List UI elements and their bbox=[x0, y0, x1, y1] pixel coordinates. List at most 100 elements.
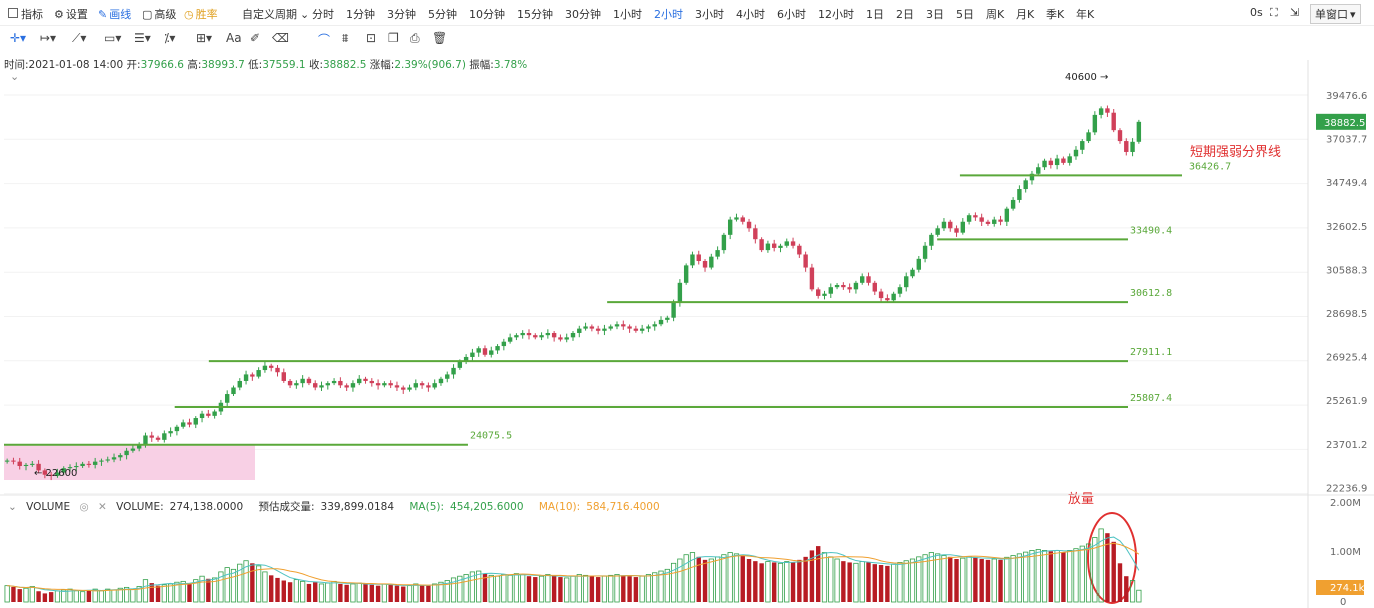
candle-body bbox=[319, 385, 324, 388]
high-marker: 40600 → bbox=[1065, 72, 1108, 83]
candle-body bbox=[551, 332, 557, 338]
collapse-chevron-icon[interactable]: ⌄ bbox=[10, 70, 20, 83]
fullscreen-icon[interactable]: ⛶ bbox=[1270, 6, 1278, 19]
volume-bar bbox=[269, 575, 274, 602]
trend-line-icon[interactable]: ⟋▾ bbox=[72, 31, 87, 45]
period-tab[interactable]: 1日 bbox=[866, 8, 884, 21]
period-tab[interactable]: 月K bbox=[1016, 8, 1035, 21]
text-icon[interactable]: Aa bbox=[226, 31, 242, 45]
advanced-button[interactable]: ▢ 高级 bbox=[142, 6, 176, 22]
period-tab[interactable]: 30分钟 bbox=[565, 8, 601, 21]
volume-bar bbox=[61, 589, 67, 603]
volume-bar bbox=[658, 570, 664, 603]
fibonacci-icon[interactable]: ⁒▾ bbox=[164, 31, 176, 45]
period-tab[interactable]: 3日 bbox=[926, 8, 944, 21]
open-value: 37966.6 bbox=[140, 59, 184, 71]
period-tab[interactable]: 2小时 bbox=[654, 8, 683, 21]
volume-bar bbox=[149, 583, 154, 602]
volume-bar bbox=[48, 592, 54, 602]
volume-bar bbox=[689, 552, 696, 603]
custom-period-button[interactable]: 自定义周期 ⌄ bbox=[242, 6, 309, 22]
level-label: 24075.5 bbox=[470, 431, 512, 442]
period-tab[interactable]: 1分钟 bbox=[346, 8, 375, 21]
settings-button[interactable]: ⚙ 设置 bbox=[54, 6, 88, 22]
candle-body bbox=[866, 276, 871, 283]
period-tab[interactable]: 12小时 bbox=[818, 8, 854, 21]
top-toolbar: 指标 ⚙ 设置 ✎ 画线 ▢ 高级 ◷ 胜率 自定义周期 ⌄ 0s ⛶ ⇲ 单窗口 ▾ 分时… bbox=[0, 0, 1374, 26]
volume-bar bbox=[1054, 550, 1060, 603]
candle-body bbox=[369, 380, 375, 384]
volume-bar bbox=[973, 557, 978, 602]
draw-button[interactable]: ✎ 画线 bbox=[98, 6, 131, 22]
period-tab[interactable]: 年K bbox=[1076, 8, 1095, 21]
measure-icon[interactable]: ⩩ bbox=[342, 31, 349, 45]
volume-bar bbox=[331, 580, 337, 603]
volume-bar bbox=[551, 575, 557, 602]
grid-icon[interactable]: ⊞▾ bbox=[196, 31, 213, 45]
parallel-lines-icon[interactable]: ☰▾ bbox=[134, 31, 151, 45]
lock-icon[interactable]: ⊡ bbox=[366, 31, 377, 45]
volume-bar bbox=[715, 556, 721, 603]
period-tab[interactable]: 3分钟 bbox=[387, 8, 416, 21]
volume-bar bbox=[293, 579, 299, 603]
price-tick-label: 26925.4 bbox=[1326, 353, 1367, 364]
rectangle-icon[interactable]: ▭▾ bbox=[104, 31, 122, 45]
period-tab[interactable]: 5分钟 bbox=[428, 8, 457, 21]
screenshot-icon[interactable]: ⎙ bbox=[410, 31, 420, 45]
period-tab[interactable]: 6小时 bbox=[777, 8, 806, 21]
period-tab[interactable]: 分时 bbox=[312, 8, 334, 21]
eraser-icon[interactable]: ⌫ bbox=[272, 31, 289, 45]
indicators-label: 指标 bbox=[21, 8, 43, 21]
horizontal-line-icon[interactable]: ↦▾ bbox=[40, 31, 57, 45]
magnet-icon[interactable]: ⌒ bbox=[318, 33, 331, 47]
volume-bar bbox=[948, 556, 953, 602]
volume-bar bbox=[1085, 543, 1092, 603]
window-mode-label: 单窗口 bbox=[1315, 8, 1348, 21]
indicators-button[interactable]: 指标 bbox=[8, 6, 43, 22]
volume-bar bbox=[533, 577, 538, 602]
candle-body bbox=[1061, 158, 1066, 163]
volume-bar bbox=[777, 562, 784, 603]
candle-body bbox=[300, 378, 305, 384]
candle-body bbox=[1080, 141, 1085, 150]
candle-body bbox=[803, 254, 808, 268]
ma5-value: 454,205.6000 bbox=[450, 501, 524, 513]
open-label: 开: bbox=[126, 59, 141, 71]
winrate-button[interactable]: ◷ 胜率 bbox=[184, 6, 218, 22]
chevron-down-icon[interactable]: ⌄ bbox=[8, 501, 17, 513]
candle-body bbox=[470, 352, 475, 357]
period-tab[interactable]: 5日 bbox=[956, 8, 974, 21]
volume-bar bbox=[256, 565, 262, 603]
candle-body bbox=[948, 221, 953, 229]
eye-icon[interactable]: ◎ bbox=[79, 501, 89, 513]
volume-bar bbox=[928, 552, 934, 603]
candle-body bbox=[463, 356, 469, 362]
close-icon[interactable]: ✕ bbox=[97, 501, 107, 513]
settings-label: 设置 bbox=[65, 8, 88, 21]
window-mode-select[interactable]: 单窗口 ▾ bbox=[1310, 4, 1361, 24]
period-tab[interactable]: 2日 bbox=[896, 8, 914, 21]
period-tab[interactable]: 周K bbox=[986, 8, 1005, 21]
candle-body bbox=[357, 378, 362, 384]
period-tab[interactable]: 15分钟 bbox=[517, 8, 553, 21]
volume-bar bbox=[526, 576, 532, 602]
volume-bar bbox=[275, 577, 280, 602]
volume-bar bbox=[1111, 541, 1116, 602]
period-tab[interactable]: 4小时 bbox=[736, 8, 765, 21]
period-tab[interactable]: 10分钟 bbox=[469, 8, 505, 21]
volume-bar bbox=[1041, 550, 1048, 603]
volume-bar bbox=[42, 593, 48, 602]
period-tab[interactable]: 3小时 bbox=[695, 8, 724, 21]
trash-icon[interactable]: 🗑 bbox=[432, 31, 448, 45]
brush-icon[interactable]: ✐ bbox=[250, 31, 261, 45]
period-tab[interactable]: 1小时 bbox=[613, 8, 642, 21]
period-tab[interactable]: 季K bbox=[1046, 8, 1065, 21]
crosshair-icon[interactable]: ✛▾ bbox=[10, 31, 27, 45]
volume-bar bbox=[142, 579, 149, 603]
candle-body bbox=[734, 217, 739, 220]
volume-bar bbox=[54, 590, 61, 603]
draw-label: 画线 bbox=[109, 8, 132, 21]
copy-icon[interactable]: ❐ bbox=[388, 31, 399, 45]
candle-body bbox=[872, 282, 877, 292]
exit-fullscreen-icon[interactable]: ⇲ bbox=[1290, 6, 1300, 19]
